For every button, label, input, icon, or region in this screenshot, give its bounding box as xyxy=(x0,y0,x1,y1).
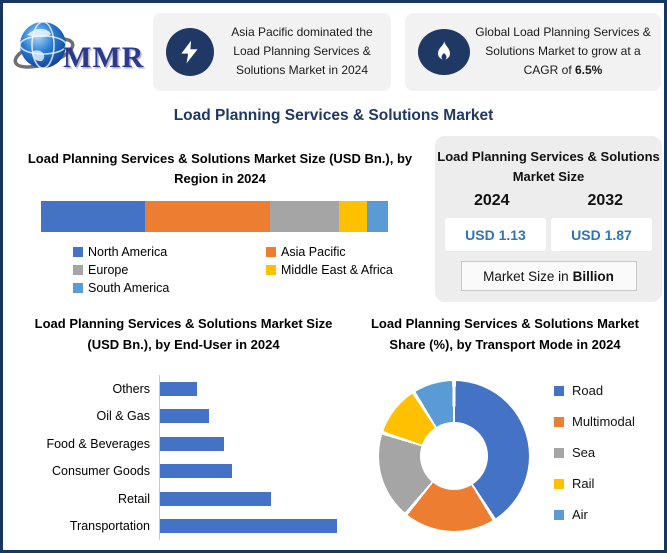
callout-cagr: Global Load Planning Services & Solution… xyxy=(405,13,661,91)
bar-row-others: Others xyxy=(18,375,350,403)
bar-label: Transportation xyxy=(69,519,150,534)
legend-label: Road xyxy=(572,383,604,398)
enduser-chart-title: Load Planning Services & Solutions Marke… xyxy=(34,316,333,352)
logo-wordmark: MMR xyxy=(63,41,145,74)
callout-asia-pacific-text: Asia Pacific dominated the Load Planning… xyxy=(231,25,373,78)
callout-asia-pacific: Asia Pacific dominated the Load Planning… xyxy=(153,13,391,91)
globe-icon xyxy=(13,21,75,69)
legend-marker-multimodal xyxy=(554,416,564,427)
legend-label: Asia Pacific xyxy=(281,245,346,259)
lightning-icon xyxy=(166,28,214,76)
value-2032: USD 1.87 xyxy=(551,218,652,252)
market-size-years: 2024 2032 xyxy=(435,192,662,210)
bar-row-food-beverages: Food & Beverages xyxy=(18,430,350,458)
year-2032-label: 2032 xyxy=(587,192,624,210)
market-size-unit-button: Market Size in Billion xyxy=(460,261,637,292)
unit-label-prefix: Market Size in xyxy=(483,268,569,284)
legend-item-north-america: North America xyxy=(73,245,266,259)
bar-track xyxy=(159,457,350,485)
legend-marker-air xyxy=(554,509,564,520)
legend-label: North America xyxy=(88,245,168,259)
bar-track xyxy=(159,485,350,513)
legend-label: Middle East & Africa xyxy=(281,263,393,277)
market-size-panel-title: Load Planning Services & Solutions Marke… xyxy=(437,149,660,185)
bar-row-transportation: Transportation xyxy=(18,512,350,540)
bar-label: Oil & Gas xyxy=(96,409,151,424)
bar-fill-transportation xyxy=(160,519,337,534)
legend-item-sea: Sea xyxy=(554,437,635,468)
legend-marker-middle-east-africa xyxy=(266,265,276,275)
bar-row-retail: Retail xyxy=(18,485,350,513)
market-size-panel: Load Planning Services & Solutions Marke… xyxy=(435,136,662,302)
legend-item-air: Air xyxy=(554,499,635,530)
bar-segment-south-america xyxy=(367,201,388,232)
bar-segment-europe xyxy=(270,201,340,232)
bar-fill-oil-gas xyxy=(160,409,210,424)
enduser-bar-chart: Others Oil & Gas Food & Beverages Consumer … xyxy=(18,375,350,540)
bar-track xyxy=(159,402,350,430)
legend-item-europe: Europe xyxy=(73,263,266,277)
value-2024: USD 1.13 xyxy=(445,218,546,252)
bar-label: Others xyxy=(112,381,150,396)
bar-label: Consumer Goods xyxy=(52,464,150,479)
bar-fill-consumer-goods xyxy=(160,464,233,479)
donut-hole xyxy=(420,422,488,490)
bar-track xyxy=(159,375,350,403)
legend-marker-sea xyxy=(554,447,564,458)
bar-row-consumer-goods: Consumer Goods xyxy=(18,457,350,485)
mmr-logo: MMR xyxy=(13,15,151,85)
year-2024-label: 2024 xyxy=(473,192,510,210)
bar-fill-retail xyxy=(160,491,272,506)
legend-marker-north-america xyxy=(73,247,83,257)
legend-item-multimodal: Multimodal xyxy=(554,406,635,437)
legend-label: Multimodal xyxy=(572,414,635,429)
legend-label: Europe xyxy=(88,263,129,277)
market-size-values: USD 1.13 USD 1.87 xyxy=(445,218,652,252)
legend-marker-road xyxy=(554,385,564,396)
bar-track xyxy=(159,512,350,540)
legend-marker-south-america xyxy=(73,283,83,293)
transport-donut-chart xyxy=(379,381,529,531)
cagr-value: 6.5% xyxy=(575,63,603,78)
transport-legend: Road Multimodal Sea Rail Air xyxy=(554,375,635,530)
bar-label: Retail xyxy=(118,491,150,506)
legend-item-asia-pacific: Asia Pacific xyxy=(266,245,393,259)
callout-cagr-text: Global Load Planning Services & Solution… xyxy=(473,23,653,81)
region-chart-title: Load Planning Services & Solutions Marke… xyxy=(27,151,413,187)
page-title: Load Planning Services & Solutions Marke… xyxy=(173,107,494,124)
bar-row-oil-gas: Oil & Gas xyxy=(18,402,350,430)
callout-cagr-prefix: Global Load Planning Services & Solution… xyxy=(475,25,651,78)
legend-marker-asia-pacific xyxy=(266,247,276,257)
region-stacked-bar xyxy=(41,201,388,232)
legend-marker-rail xyxy=(554,478,564,489)
unit-label-bold: Billion xyxy=(572,268,614,284)
bar-track xyxy=(159,430,350,458)
legend-item-rail: Rail xyxy=(554,468,635,499)
legend-item-south-america: South America xyxy=(73,281,266,295)
legend-marker-europe xyxy=(73,265,83,275)
region-legend: North America Asia Pacific Europe Middle Ea… xyxy=(73,245,393,295)
flame-icon xyxy=(418,29,470,75)
transport-chart-title: Load Planning Services & Solutions Marke… xyxy=(370,316,639,352)
legend-item-middle-east-africa: Middle East & Africa xyxy=(266,263,393,277)
legend-label: South America xyxy=(88,281,170,295)
bar-fill-others xyxy=(160,381,198,396)
legend-item-road: Road xyxy=(554,375,635,406)
bar-segment-middle-east-africa xyxy=(339,201,368,232)
bar-label: Food & Beverages xyxy=(46,436,150,451)
legend-label: Sea xyxy=(572,445,596,460)
bar-fill-food-beverages xyxy=(160,436,224,451)
bar-segment-asia-pacific xyxy=(145,201,270,232)
legend-label: Rail xyxy=(572,476,595,491)
bar-segment-north-america xyxy=(41,201,146,232)
legend-label: Air xyxy=(572,507,588,522)
